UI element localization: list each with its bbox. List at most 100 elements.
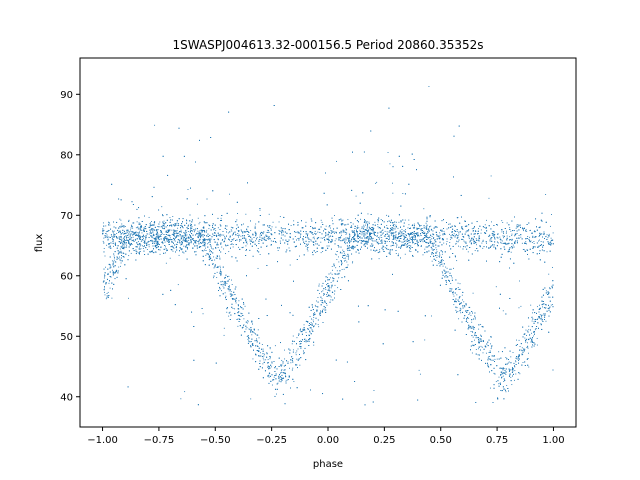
data-point [194,231,195,233]
data-point [315,243,317,245]
data-point [176,243,178,245]
data-point [161,232,163,234]
data-point [127,230,129,232]
data-point [335,238,337,240]
data-point [121,239,123,241]
data-point [275,226,277,228]
data-point [278,378,280,380]
data-point [102,222,104,224]
data-point [542,306,543,308]
data-point [278,377,280,379]
data-point [365,240,367,242]
data-point [256,237,258,239]
data-point [470,325,472,327]
data-point [456,307,458,309]
data-point [545,307,547,309]
data-point [468,314,470,315]
data-point [313,236,315,238]
data-point [325,289,327,291]
data-point [258,239,260,241]
data-point [361,234,363,236]
data-point [131,231,133,233]
data-point [495,286,497,288]
data-point [223,327,225,329]
data-point [314,230,316,232]
data-point [172,250,174,252]
data-point [229,193,230,195]
data-point [113,230,115,232]
data-point [314,304,316,306]
data-point [448,223,450,225]
data-point [346,248,348,250]
data-point [126,236,128,238]
data-point [505,391,507,393]
data-point [163,220,165,222]
data-point [477,348,479,350]
data-point [108,282,110,284]
data-point [411,238,413,240]
data-point [220,271,221,272]
data-point [107,272,109,274]
data-point [540,233,542,235]
data-point [299,255,300,257]
data-point [138,248,140,250]
data-point [426,251,427,253]
data-point [383,240,385,242]
data-point [296,337,298,339]
data-point [218,255,220,257]
data-point [540,314,542,316]
data-point [432,233,434,235]
data-point [365,224,366,226]
data-point [347,238,349,240]
data-point [458,231,460,233]
data-point [245,213,247,215]
data-point [283,231,285,233]
data-point [457,311,459,313]
data-point [322,308,324,310]
data-point [171,234,173,236]
data-point [180,398,182,400]
data-point [270,366,272,368]
data-point [393,245,395,246]
data-point [234,308,236,310]
data-point [329,277,331,279]
data-point [524,337,526,339]
data-point [450,235,452,236]
data-point [120,225,122,227]
data-point [541,233,543,235]
data-point [533,335,534,337]
data-point [281,369,283,371]
data-point [161,241,163,243]
data-point [349,240,351,242]
data-point [231,279,232,281]
data-point [208,242,209,244]
data-point [525,338,527,340]
data-point [349,241,351,243]
data-point [235,302,237,304]
data-point [462,228,464,230]
data-point [104,294,106,296]
data-point [262,348,264,350]
data-point [370,237,372,239]
data-point [441,271,443,273]
data-point [330,299,332,301]
data-point [320,237,322,239]
data-point [237,318,239,320]
data-point [113,245,114,247]
data-point [386,224,388,226]
data-point [186,234,188,236]
data-point [195,242,197,244]
data-point [515,373,517,375]
data-point [310,327,312,329]
data-point [474,332,476,334]
data-point [471,228,473,230]
data-point [472,331,474,333]
data-point [151,230,153,231]
data-point [223,334,225,336]
data-point [315,252,317,254]
data-point [126,245,128,247]
data-point [206,229,208,231]
data-point [528,329,530,331]
data-point [383,250,385,252]
data-point [318,326,320,328]
